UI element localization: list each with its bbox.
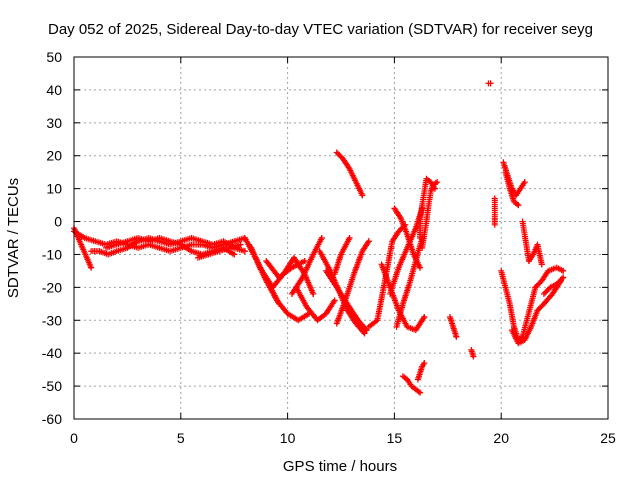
data-point xyxy=(521,179,528,186)
data-point xyxy=(359,192,366,199)
data-point xyxy=(417,264,424,271)
x-tick-label: 25 xyxy=(600,430,616,446)
y-tick-label: 20 xyxy=(46,148,62,164)
data-point xyxy=(421,360,428,367)
data-point xyxy=(237,241,244,248)
data-point xyxy=(560,267,567,274)
data-point xyxy=(538,261,545,268)
plot-series-seyg xyxy=(71,80,567,396)
data-point xyxy=(361,330,368,337)
x-tick-label: 20 xyxy=(493,430,509,446)
data-point xyxy=(470,353,477,360)
data-point xyxy=(417,389,424,396)
data-point xyxy=(558,275,565,282)
data-point xyxy=(241,248,248,255)
y-tick-label: 0 xyxy=(54,214,62,230)
y-tick-label: -50 xyxy=(42,378,62,394)
x-tick-label: 15 xyxy=(387,430,403,446)
y-tick-label: 10 xyxy=(46,181,62,197)
x-tick-label: 5 xyxy=(177,430,185,446)
data-point xyxy=(434,179,441,186)
data-point xyxy=(365,238,372,245)
y-tick-label: 50 xyxy=(46,49,62,65)
data-point xyxy=(560,274,567,281)
chart-title: Day 052 of 2025, Sidereal Day-to-day VTE… xyxy=(48,21,593,38)
data-point xyxy=(231,251,238,258)
data-point xyxy=(331,297,338,304)
data-point xyxy=(88,264,95,271)
plot-frame xyxy=(73,56,609,420)
data-point xyxy=(491,195,498,202)
data-point xyxy=(487,80,494,87)
y-tick-label: -10 xyxy=(42,246,62,262)
y-tick-label: -30 xyxy=(42,312,62,328)
data-point xyxy=(301,258,308,265)
data-point xyxy=(363,327,370,334)
data-point xyxy=(276,300,283,307)
x-tick-label: 0 xyxy=(70,430,78,446)
data-point xyxy=(318,235,325,241)
data-point xyxy=(421,313,428,320)
data-point xyxy=(453,333,460,340)
data-point xyxy=(310,290,317,297)
y-tick-label: -20 xyxy=(42,279,62,295)
y-tick-label: -40 xyxy=(42,345,62,361)
y-tick-label: 30 xyxy=(46,115,62,131)
data-point xyxy=(346,235,353,241)
x-axis-label: GPS time / hours xyxy=(283,458,397,475)
axis-layer: 0 5 10 15 20 25 -60 -50 -40 -30 -20 -10 0 10 20 30 40 50 xyxy=(42,49,616,446)
y-tick-label: 40 xyxy=(46,82,62,98)
x-tick-label: 10 xyxy=(280,430,296,446)
data-point xyxy=(515,202,522,209)
y-axis-label: SDTVAR / TECUs xyxy=(5,178,22,298)
y-tick-label: -60 xyxy=(42,411,62,427)
